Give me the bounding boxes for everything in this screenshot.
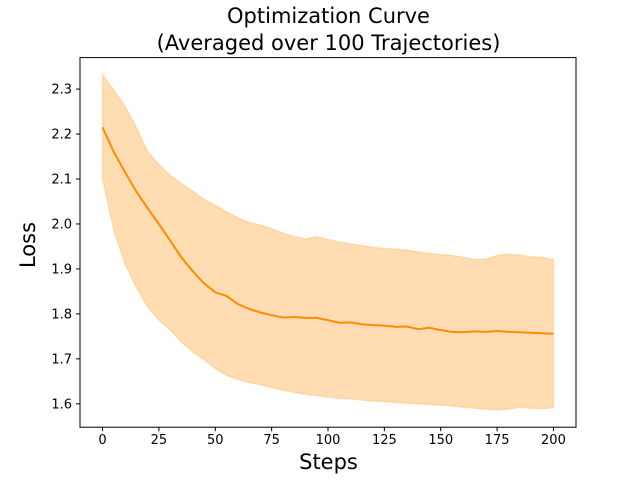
x-tick-label: 200 — [541, 433, 566, 448]
x-tick-label: 50 — [207, 433, 224, 448]
y-tick-label: 1.9 — [51, 262, 72, 277]
chart-title: Optimization Curve (Averaged over 100 Tr… — [80, 3, 577, 57]
x-tick-label: 150 — [428, 433, 453, 448]
x-tick-label: 175 — [485, 433, 510, 448]
mean-loss-line — [101, 126, 554, 335]
x-tick-label: 0 — [98, 433, 106, 448]
confidence-band — [101, 72, 555, 411]
y-tick-label: 2.0 — [51, 217, 72, 232]
y-tick-label: 2.3 — [51, 83, 72, 98]
y-tick-label: 2.1 — [51, 173, 72, 188]
y-tick-label: 1.8 — [51, 307, 72, 322]
x-axis-label: Steps — [299, 450, 358, 474]
y-tick-label: 2.2 — [51, 128, 72, 143]
chart-title-line2: (Averaged over 100 Trajectories) — [156, 31, 501, 55]
y-tick-label: 1.6 — [51, 397, 72, 412]
y-tick-label: 1.7 — [51, 352, 72, 367]
y-axis-label: Loss — [16, 221, 40, 269]
x-tick-label: 125 — [372, 433, 397, 448]
x-tick-label: 25 — [151, 433, 168, 448]
x-tick-label: 100 — [316, 433, 341, 448]
chart-title-line1: Optimization Curve — [227, 4, 430, 28]
x-tick-label: 75 — [263, 433, 280, 448]
